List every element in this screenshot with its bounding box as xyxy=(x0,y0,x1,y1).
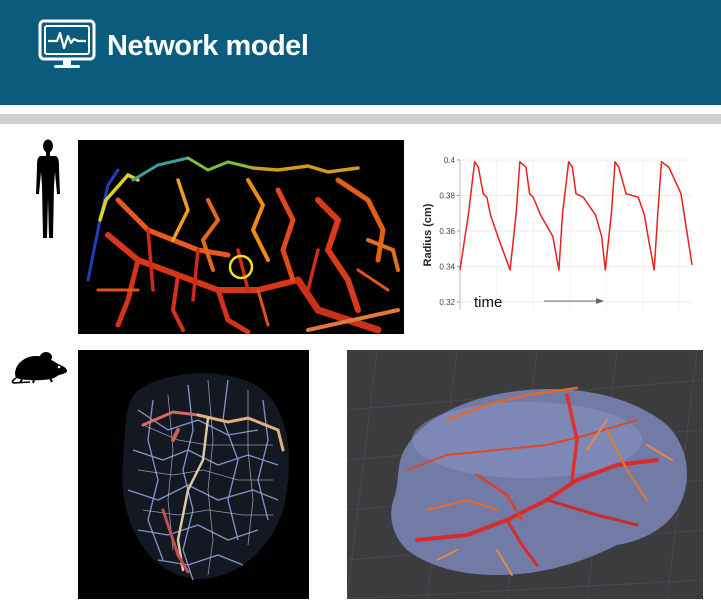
mouse-silhouette-icon xyxy=(11,352,67,384)
y-axis-label: Radius (cm) xyxy=(422,203,434,266)
human-vessel-render xyxy=(78,140,404,334)
radius-chart: 0.32 0.34 0.36 0.38 0.4 Radius (cm) time xyxy=(420,150,700,320)
page-title: Network model xyxy=(107,30,309,62)
header-banner: Network model xyxy=(0,0,721,105)
x-axis-arrowhead xyxy=(596,298,604,304)
mouse-vessel-network-render xyxy=(78,350,309,599)
monitor-pulse-icon xyxy=(38,19,96,68)
human-silhouette-icon xyxy=(36,139,60,238)
y-tick-label: 0.32 xyxy=(439,298,455,307)
section-divider xyxy=(0,114,721,124)
y-tick-label: 0.36 xyxy=(439,227,455,236)
y-tick-label: 0.38 xyxy=(439,192,455,201)
mouse-brain-vessel-render xyxy=(347,350,703,599)
y-tick-label: 0.34 xyxy=(439,263,455,272)
radius-series-line xyxy=(459,161,693,271)
y-tick-label: 0.4 xyxy=(444,156,456,165)
x-axis-label: time xyxy=(474,294,502,311)
